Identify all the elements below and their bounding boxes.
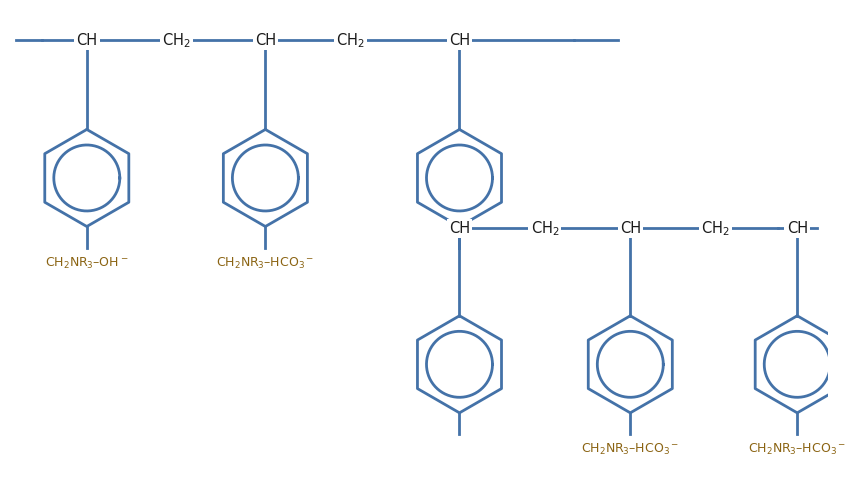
Text: CH: CH xyxy=(786,221,808,236)
Text: CH: CH xyxy=(76,33,97,48)
Text: CH$_2$: CH$_2$ xyxy=(337,31,366,50)
Text: CH: CH xyxy=(449,221,470,236)
Text: CH$_2$: CH$_2$ xyxy=(701,219,730,238)
Text: CH$_2$NR$_3$–OH$^-$: CH$_2$NR$_3$–OH$^-$ xyxy=(45,256,129,271)
Text: CH: CH xyxy=(619,221,641,236)
Text: CH$_2$NR$_3$–HCO$_3$$^-$: CH$_2$NR$_3$–HCO$_3$$^-$ xyxy=(216,256,314,271)
Text: CH: CH xyxy=(255,33,276,48)
Text: CH$_2$NR$_3$–HCO$_3$$^-$: CH$_2$NR$_3$–HCO$_3$$^-$ xyxy=(748,442,846,457)
Text: CH: CH xyxy=(449,33,470,48)
Text: CH$_2$: CH$_2$ xyxy=(531,219,559,238)
Text: CH$_2$NR$_3$–HCO$_3$$^-$: CH$_2$NR$_3$–HCO$_3$$^-$ xyxy=(581,442,679,457)
Text: CH$_2$: CH$_2$ xyxy=(162,31,191,50)
